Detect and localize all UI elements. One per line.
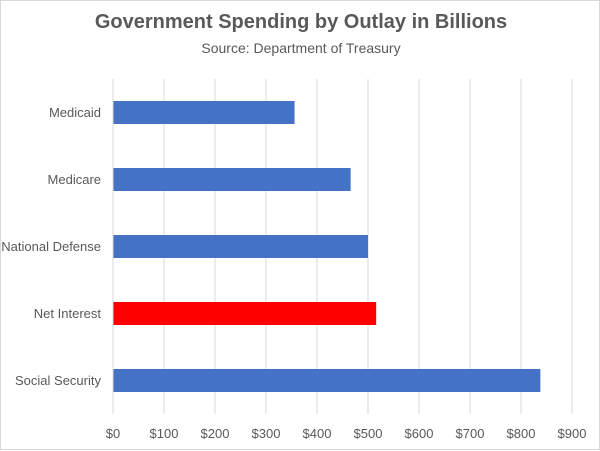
category-label: Medicaid [49,105,101,120]
category-label: Medicare [48,172,101,187]
x-tick-label: $300 [252,426,281,441]
bar [113,302,377,325]
x-tick-label: $200 [201,426,230,441]
category-label: Net Interest [34,306,102,321]
bar [113,101,295,124]
x-tick-label: $900 [558,426,587,441]
bar [113,369,541,392]
bar [113,168,351,191]
x-tick-label: $500 [354,426,383,441]
chart-title: Government Spending by Outlay in Billion… [94,11,508,33]
x-tick-label: $0 [106,426,120,441]
chart-subtitle: Source: Department of Treasury [201,40,401,56]
x-tick-label: $600 [405,426,434,441]
bar [113,235,368,258]
x-tick-label: $700 [456,426,485,441]
x-tick-label: $800 [507,426,536,441]
x-tick-label: $400 [303,426,332,441]
category-label: National Defense [1,239,101,254]
category-label: Social Security [15,373,101,388]
x-tick-label: $100 [150,426,179,441]
